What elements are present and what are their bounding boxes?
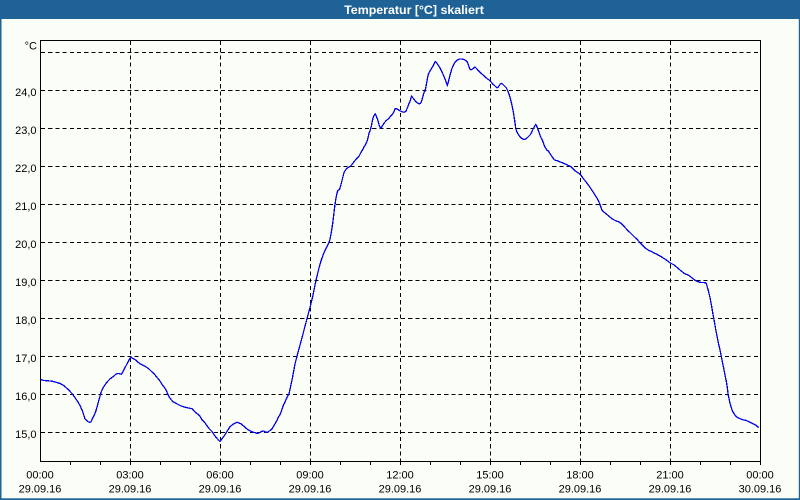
- svg-text:29.09.16: 29.09.16: [379, 484, 422, 496]
- svg-text:21:00: 21:00: [656, 470, 684, 482]
- svg-text:00:00: 00:00: [26, 470, 54, 482]
- svg-text:29.09.16: 29.09.16: [19, 484, 62, 496]
- svg-text:30.09.16: 30.09.16: [739, 484, 782, 496]
- svg-text:23,0: 23,0: [15, 125, 36, 137]
- svg-text:00:00: 00:00: [746, 470, 774, 482]
- svg-text:19,0: 19,0: [15, 277, 36, 289]
- svg-text:29.09.16: 29.09.16: [109, 484, 152, 496]
- svg-text:24,0: 24,0: [15, 87, 36, 99]
- svg-text:09:00: 09:00: [296, 470, 324, 482]
- svg-text:29.09.16: 29.09.16: [649, 484, 692, 496]
- svg-text:15:00: 15:00: [476, 470, 504, 482]
- svg-text:17,0: 17,0: [15, 353, 36, 365]
- svg-text:°C: °C: [25, 41, 37, 53]
- svg-text:15,0: 15,0: [15, 429, 36, 441]
- svg-text:18:00: 18:00: [566, 470, 594, 482]
- svg-text:06:00: 06:00: [206, 470, 234, 482]
- svg-text:29.09.16: 29.09.16: [199, 484, 242, 496]
- svg-text:29.09.16: 29.09.16: [289, 484, 332, 496]
- svg-text:03:00: 03:00: [116, 470, 144, 482]
- svg-text:29.09.16: 29.09.16: [469, 484, 512, 496]
- svg-text:16,0: 16,0: [15, 391, 36, 403]
- svg-text:20,0: 20,0: [15, 239, 36, 251]
- svg-text:Temperatur [°C] skaliert: Temperatur [°C] skaliert: [344, 3, 484, 17]
- svg-text:22,0: 22,0: [15, 163, 36, 175]
- svg-text:18,0: 18,0: [15, 315, 36, 327]
- svg-text:21,0: 21,0: [15, 201, 36, 213]
- svg-text:29.09.16: 29.09.16: [559, 484, 602, 496]
- svg-text:12:00: 12:00: [386, 470, 414, 482]
